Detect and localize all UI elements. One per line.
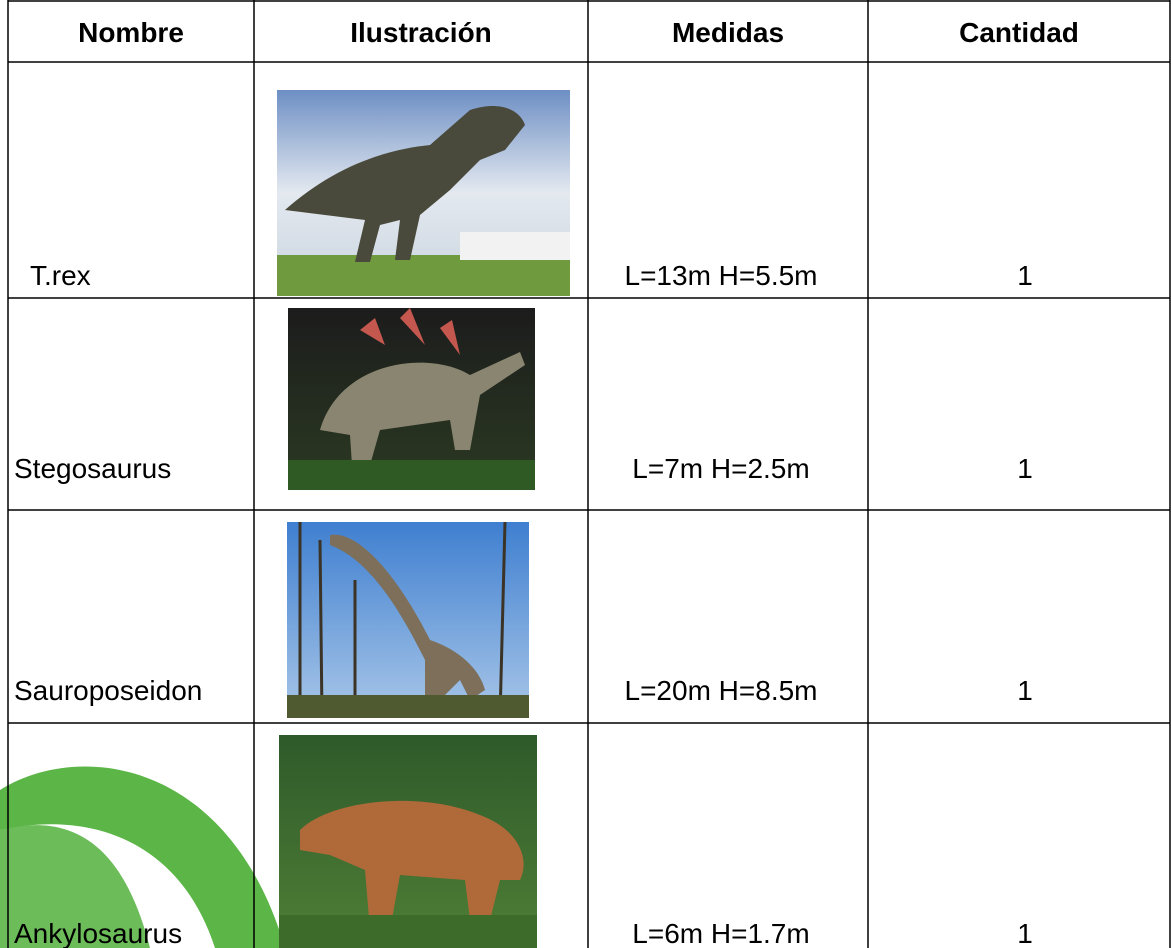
sauroposeidon-image	[287, 521, 529, 719]
logo-fill	[0, 825, 150, 948]
quantity-cell: 1	[1017, 675, 1033, 706]
name-cell: Stegosaurus	[14, 453, 171, 484]
measures-cell: L=6m H=1.7m	[632, 918, 809, 948]
trex-image	[277, 90, 570, 296]
measures-cell: L=20m H=8.5m	[625, 675, 818, 706]
name-cell: Ankylosaurus	[14, 918, 182, 948]
quantity-cell: 1	[1017, 260, 1033, 291]
name-cell: T.rex	[30, 260, 91, 291]
measures-cell: L=7m H=2.5m	[632, 453, 809, 484]
measures-cell: L=13m H=5.5m	[625, 260, 818, 291]
table-rules	[7, 0, 1171, 948]
quantity-cell: 1	[1017, 453, 1033, 484]
header-cell: Medidas	[672, 17, 784, 48]
ankylosaurus-image	[279, 735, 537, 948]
quantity-cell: 1	[1017, 918, 1033, 948]
name-cell: Sauroposeidon	[14, 675, 202, 706]
header-cell: Nombre	[78, 17, 184, 48]
stegosaurus-image	[288, 308, 535, 490]
logo-arc	[0, 766, 285, 948]
header-cell: Cantidad	[959, 17, 1079, 48]
header-cell: Ilustración	[350, 17, 492, 48]
